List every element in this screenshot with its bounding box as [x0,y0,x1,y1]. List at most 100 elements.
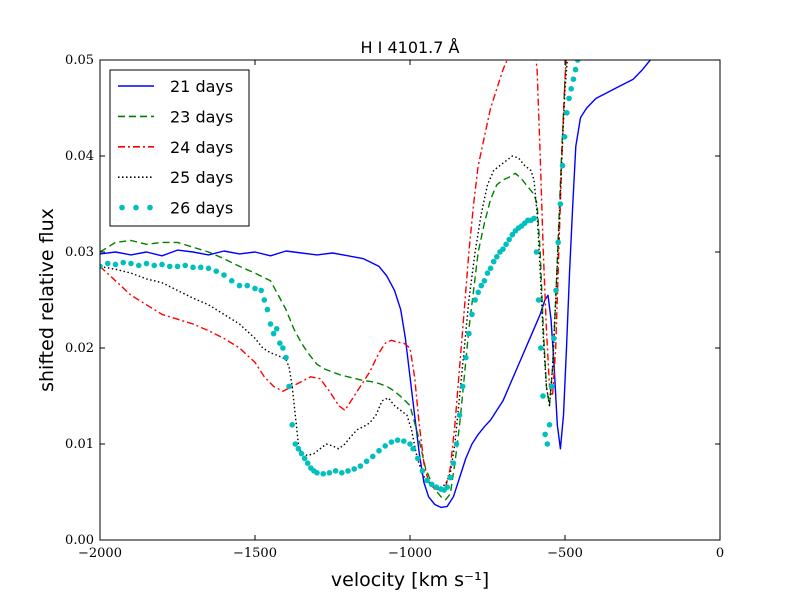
data-point [428,481,435,488]
series-layer [100,60,652,509]
data-point [252,285,258,292]
data-point [419,468,426,474]
data-point [542,431,548,438]
data-point [500,246,506,252]
legend-box [109,69,250,227]
data-point [376,447,382,454]
legend-handle-dot [147,204,153,211]
data-point [533,249,540,255]
data-point [566,95,572,102]
data-point [456,412,463,419]
data-point [564,110,570,116]
data-point [277,340,283,347]
data-point [289,422,296,428]
data-point [112,261,119,268]
data-point [561,134,568,140]
legend-label: 21 days [170,77,233,96]
data-point [447,474,454,481]
data-point [472,297,478,303]
data-point [463,354,469,361]
legend-handle-dot [133,204,139,211]
data-point [332,468,339,474]
x-tick-label: −1500 [233,546,277,561]
data-point [273,326,280,332]
data-point [151,262,158,269]
data-point [244,282,251,289]
legend-label: 24 days [170,138,233,157]
data-point [424,477,430,484]
data-point [100,263,103,270]
data-point [388,439,395,445]
data-point [410,446,416,452]
y-tick-label: 0.03 [65,245,94,260]
data-point [197,264,204,271]
data-point [544,441,551,447]
y-tick-label: 0.04 [65,149,94,164]
data-point [345,468,351,474]
data-point [453,441,460,447]
data-point [538,345,544,351]
data-point [264,306,271,313]
data-point [382,443,389,449]
series-line-25-days [100,60,569,488]
data-point [326,470,333,476]
data-point [484,270,491,276]
data-point [555,239,561,246]
data-point [270,330,277,337]
data-point [433,484,440,491]
data-point [286,383,292,390]
data-point [481,278,488,284]
x-axis-label: velocity [km s⁻¹] [331,569,489,591]
data-point [314,470,320,476]
data-point [304,460,311,467]
data-point [228,278,235,284]
data-point [509,231,516,238]
data-point [444,484,451,491]
data-point [320,470,327,477]
data-point [267,321,274,327]
data-point [135,262,142,269]
x-tick-label: −2000 [78,546,122,561]
data-point [475,289,482,296]
data-point [159,261,165,268]
y-tick-label: 0.02 [65,341,94,356]
data-point [213,268,220,275]
data-point [258,287,265,294]
data-point [478,282,485,289]
y-tick-label: 0.01 [65,437,94,452]
data-point [459,383,466,390]
data-point [551,335,557,342]
data-point [301,455,308,462]
data-point [190,264,196,271]
series-line-24-days [100,60,567,491]
data-point [548,383,555,390]
legend-handle-dot [119,204,125,211]
data-point [174,263,181,270]
legend-label: 23 days [170,107,233,126]
data-point [487,265,494,272]
data-point [407,441,413,447]
data-point [450,460,457,467]
data-point [357,463,364,469]
data-point [572,66,579,73]
data-point [120,259,127,266]
chart-title: H I 4101.7 Å [361,38,460,57]
series-line-21-days [100,60,652,509]
data-point [414,455,421,462]
data-point [292,441,299,447]
data-point [394,437,401,443]
legend-label: 25 days [170,168,233,187]
series-line-23-days [100,60,567,501]
x-tick-label: −1000 [388,546,432,561]
data-point [205,265,212,272]
y-tick-label: 0.05 [65,53,94,68]
data-point [298,450,305,457]
data-point [283,354,289,361]
data-point [221,272,227,278]
data-point [506,236,512,243]
data-point [351,466,358,472]
data-point [295,446,302,452]
data-point [104,260,111,267]
data-point [568,86,574,92]
axis-layer: −2000 −1500 −1000 −500 0 0.00 0.01 0.02 0.03 0.04… [65,53,724,561]
